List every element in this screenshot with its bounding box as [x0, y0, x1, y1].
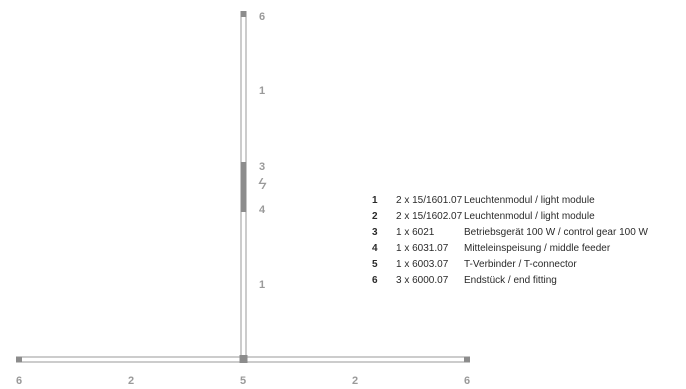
- legend-number: 3: [372, 226, 378, 238]
- legend-description: Endstück / end fitting: [464, 274, 557, 286]
- legend-row: 5 1 x 6003.07 T-Verbinder / T-connector: [372, 256, 648, 272]
- legend-number: 2: [372, 210, 378, 222]
- legend-quantity: 1 x 6021: [396, 226, 435, 238]
- label-middle-feeder: 4: [259, 204, 266, 216]
- t-connector: [239, 355, 248, 363]
- end-fitting-left: [16, 356, 22, 363]
- legend-number: 6: [372, 274, 378, 286]
- legend-quantity: 1 x 6031.07: [396, 242, 449, 254]
- label-end-fitting-top: 6: [259, 11, 266, 23]
- label-end-fitting-left: 6: [16, 375, 23, 387]
- end-fitting-top: [240, 11, 247, 17]
- label-left-light-module: 2: [128, 375, 135, 387]
- legend-quantity: 1 x 6003.07: [396, 258, 449, 270]
- end-fitting-right: [464, 356, 470, 363]
- legend-row: 6 3 x 6000.07 Endstück / end fitting: [372, 272, 648, 288]
- legend-description: Betriebsgerät 100 W / control gear 100 W: [464, 226, 648, 238]
- legend-number: 4: [372, 242, 378, 254]
- legend-row: 3 1 x 6021 Betriebsgerät 100 W / control…: [372, 224, 648, 240]
- control-gear-block: [240, 162, 247, 212]
- legend-quantity: 2 x 15/1601.07: [396, 194, 463, 206]
- power-feed-icon: ϟ: [258, 176, 267, 193]
- legend-row: 4 1 x 6031.07 Mitteleinspeisung / middle…: [372, 240, 648, 256]
- legend-description: Mitteleinspeisung / middle feeder: [464, 242, 611, 254]
- legend-row: 1 2 x 15/1601.07 Leuchtenmodul / light m…: [372, 192, 648, 208]
- legend-quantity: 3 x 6000.07: [396, 274, 449, 286]
- legend-description: Leuchtenmodul / light module: [464, 194, 595, 206]
- label-end-fitting-right: 6: [464, 375, 471, 387]
- label-upper-light-module: 1: [259, 85, 266, 97]
- label-control-gear: 3: [259, 161, 266, 173]
- label-t-connector: 5: [240, 375, 247, 387]
- label-lower-light-module: 1: [259, 279, 266, 291]
- parts-legend: 1 2 x 15/1601.07 Leuchtenmodul / light m…: [372, 192, 648, 288]
- legend-description: T-Verbinder / T-connector: [464, 258, 577, 270]
- legend-number: 5: [372, 258, 378, 270]
- legend-number: 1: [372, 194, 378, 206]
- legend-row: 2 2 x 15/1602.07 Leuchtenmodul / light m…: [372, 208, 648, 224]
- legend-quantity: 2 x 15/1602.07: [396, 210, 463, 222]
- legend-description: Leuchtenmodul / light module: [464, 210, 595, 222]
- label-right-light-module: 2: [352, 375, 359, 387]
